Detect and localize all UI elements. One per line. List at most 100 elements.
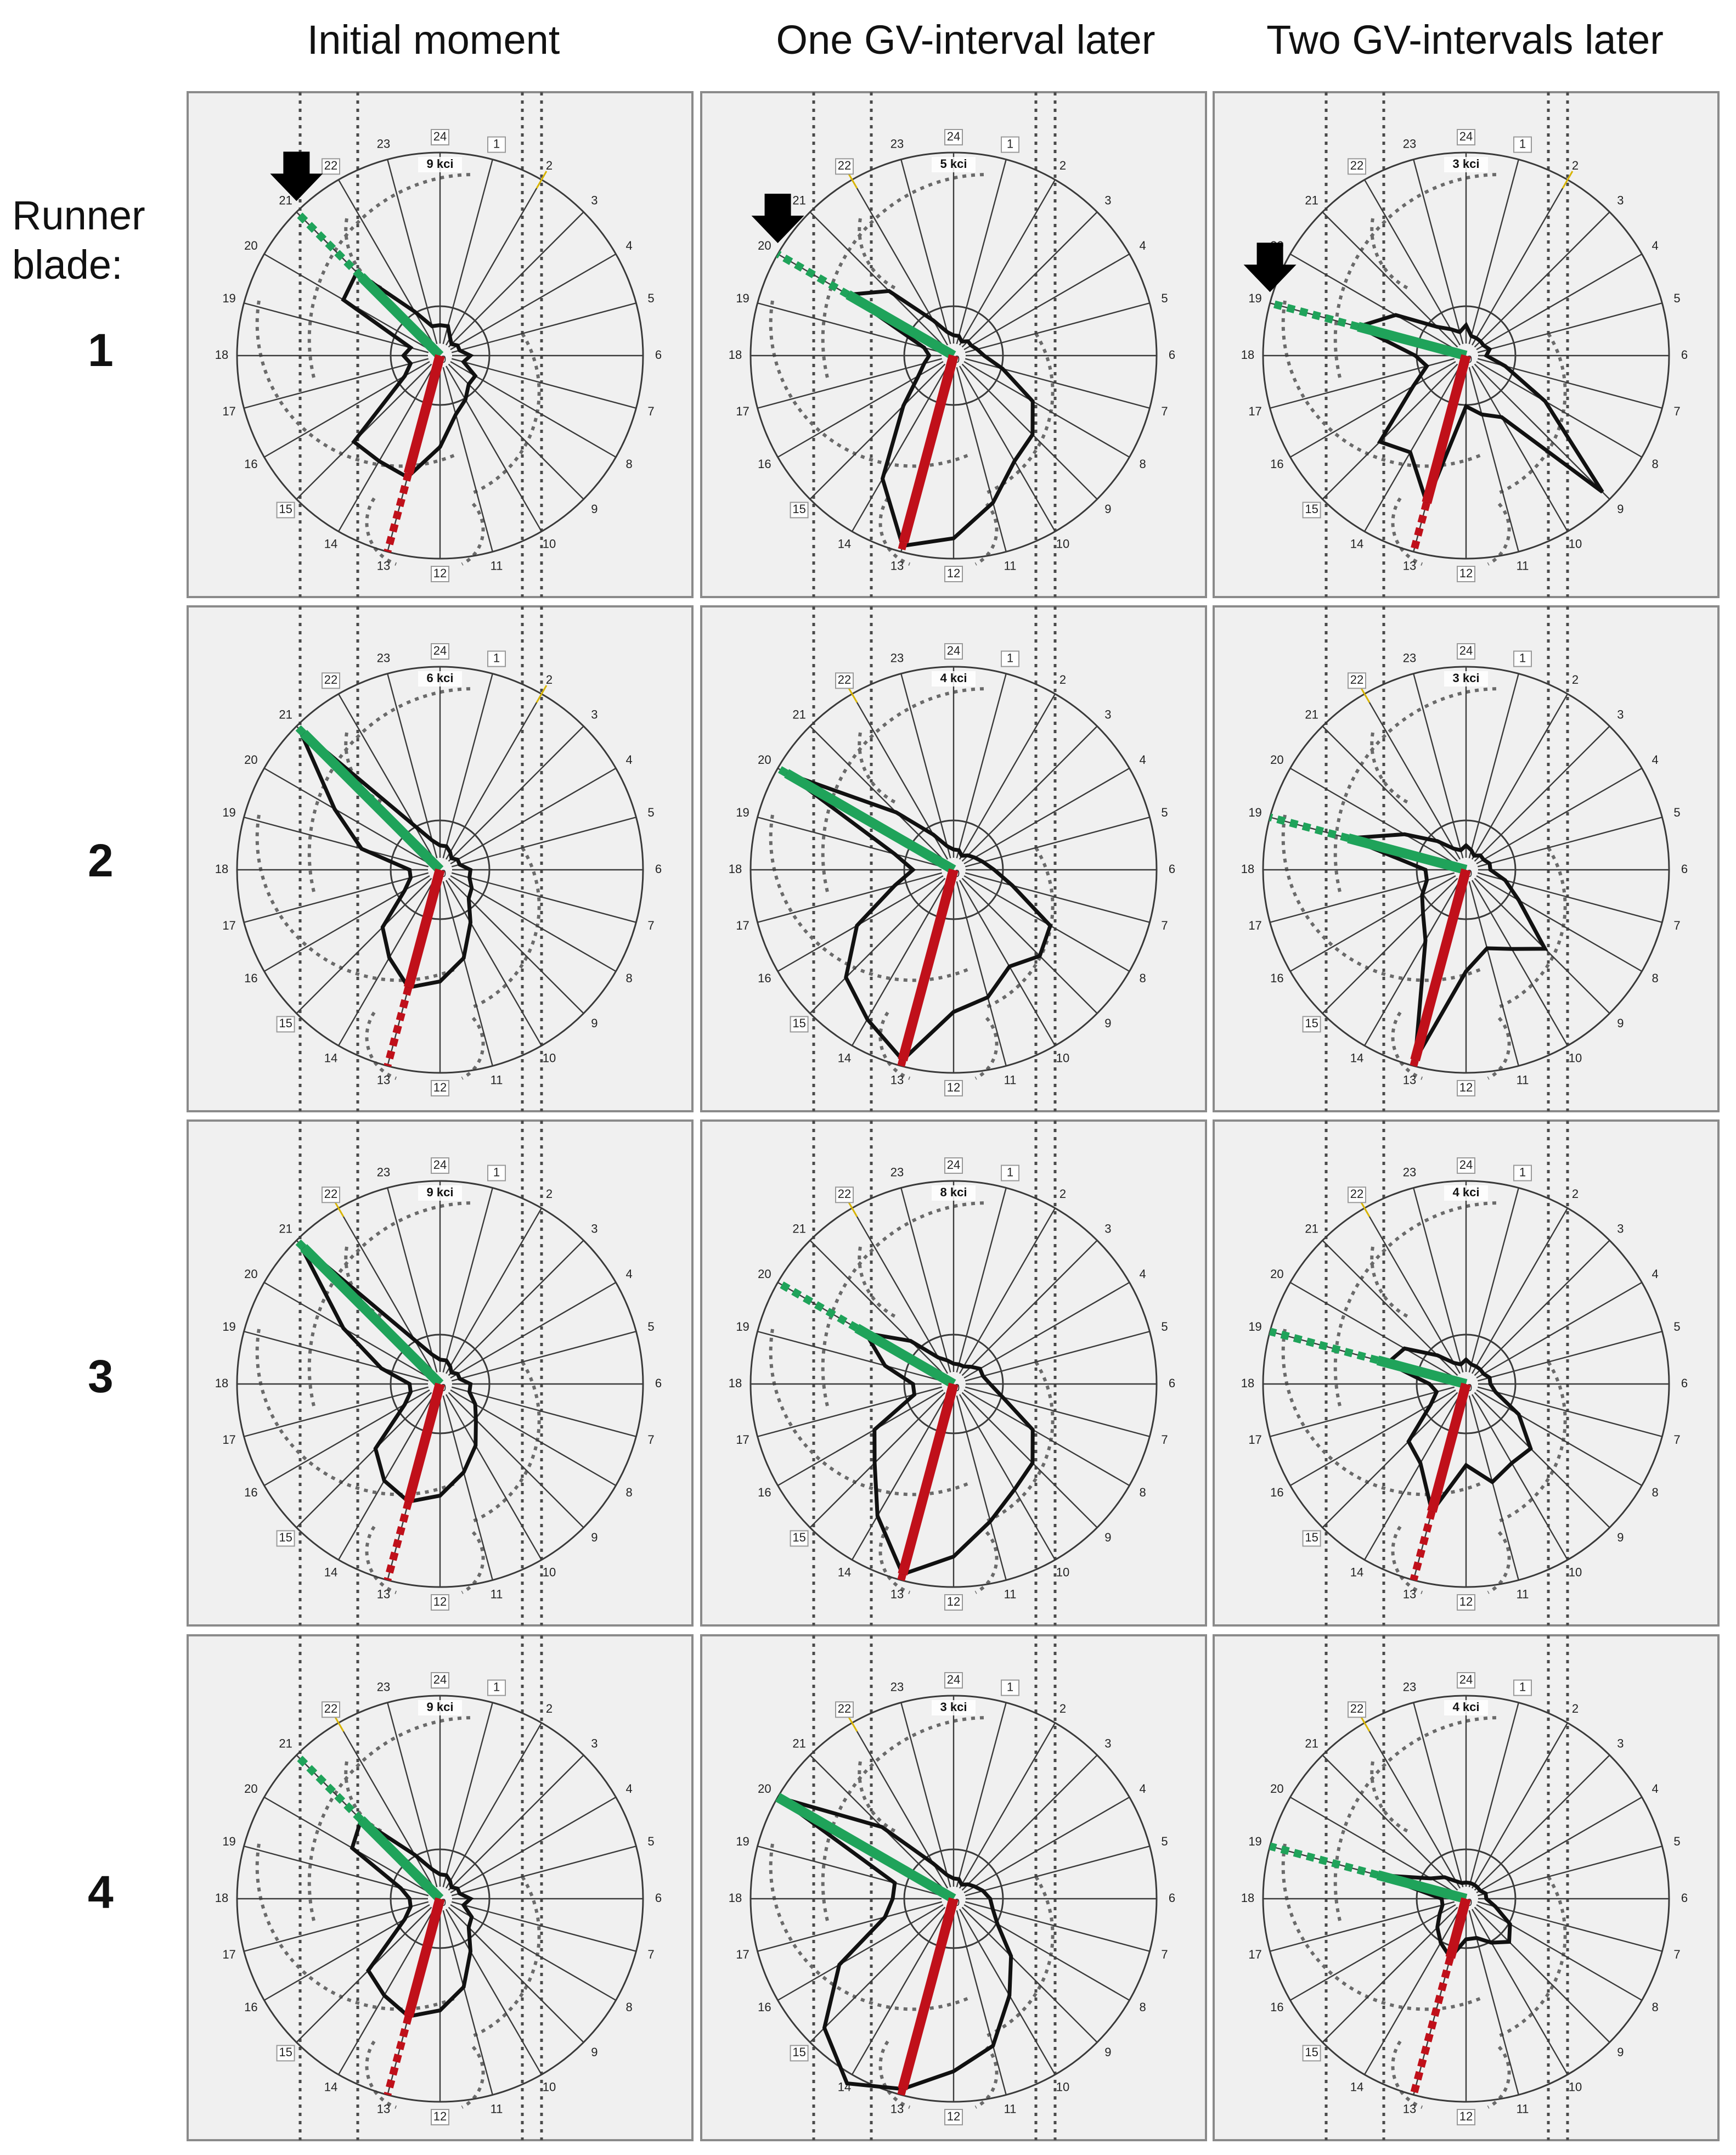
direction-label-3: 3 [591,193,598,207]
label-box [1513,650,1532,667]
direction-label-2: 2 [1059,1702,1066,1715]
dotted-trace-arc [878,497,910,566]
direction-label-5: 5 [647,1835,654,1848]
direction-label-20: 20 [758,1782,771,1796]
direction-label-12: 12 [947,2109,960,2123]
direction-label-16: 16 [1270,2000,1283,2014]
direction-label-3: 3 [591,707,598,721]
label-box [1457,566,1475,582]
direction-label-21: 21 [792,707,805,721]
kci-label: 6 kci [427,671,454,685]
direction-label-4: 4 [1652,753,1659,767]
direction-label-6: 6 [1681,1891,1688,1905]
dotted-trace-arc [821,1201,987,1406]
direction-label-13: 13 [890,1587,904,1601]
direction-label-21: 21 [1305,1222,1318,1235]
red-vector-dashed [384,986,413,1067]
direction-label-23: 23 [890,1680,904,1693]
spoke-11 [956,881,1007,1066]
green-vector [854,1324,956,1388]
direction-label-21: 21 [279,1736,292,1750]
label-box [1457,1672,1475,1689]
red-vector-dashed [1410,1956,1455,2096]
spoke-8 [1476,1904,1643,2001]
red-vector-dashed [1410,1510,1436,1582]
spoke-10 [1471,880,1569,1046]
spoke-23 [1413,1188,1464,1373]
direction-label-7: 7 [1161,919,1168,932]
spoke-20 [1289,1281,1456,1379]
radar-panel-r1-c3: 1234567891011121314151617181920212223240… [1213,91,1720,598]
kci-label-bg [932,1185,976,1201]
spoke-8 [450,1904,617,2001]
label-box [1348,672,1366,689]
spoke-19 [244,302,429,353]
radar-panel-r4-c1: 1234567891011121314151617181920212223240… [187,1634,694,2141]
spoke-22 [337,693,435,860]
direction-label-18: 18 [729,1376,742,1390]
spoke-11 [1468,367,1519,552]
spoke-3 [961,1754,1098,1891]
spoke-19 [757,817,943,868]
spoke-5 [1477,1845,1662,1897]
direction-label-11: 11 [1517,1587,1529,1601]
spoke-5 [1477,1331,1662,1382]
spoke-3 [961,1240,1098,1376]
label-box [1457,129,1475,145]
spoke-11 [442,1910,493,2095]
direction-label-9: 9 [591,502,598,516]
direction-label-13: 13 [1403,559,1416,572]
direction-label-1: 1 [1007,651,1013,665]
direction-label-1: 1 [1519,1680,1526,1693]
direction-label-1: 1 [1519,137,1526,150]
direction-label-22: 22 [838,159,851,172]
direction-label-6: 6 [1169,1376,1175,1390]
dotted-trace-arc [1487,1531,1511,1594]
green-vector-dashed [294,209,364,280]
dotted-trace-arc [344,732,386,806]
direction-label-4: 4 [626,1782,633,1796]
spoke-8 [450,361,617,458]
direction-label-11: 11 [491,559,503,572]
direction-label-19: 19 [222,806,235,819]
direction-label-10: 10 [543,2080,556,2094]
direction-label-24: 24 [947,130,960,143]
spoke-5 [1477,817,1662,868]
label-box [835,158,854,175]
direction-label-7: 7 [1161,1948,1168,1961]
direction-label-23: 23 [377,137,390,150]
dotted-trace-arc [255,300,458,468]
spoke-23 [387,673,438,859]
direction-label-21: 21 [279,193,292,207]
direction-label-8: 8 [1652,971,1659,985]
dotted-trace-arc [344,1246,386,1320]
red-vector-dashed [1410,502,1430,553]
direction-label-2: 2 [1572,1702,1579,1715]
spoke-17 [1270,872,1455,923]
direction-label-22: 22 [838,1187,851,1201]
direction-label-10: 10 [1569,537,1582,550]
direction-label-15: 15 [792,1531,805,1544]
spoke-16 [777,1389,944,1487]
direction-label-2: 2 [546,673,553,687]
spoke-2 [1471,179,1569,346]
direction-label-10: 10 [1569,1565,1582,1579]
spoke-4 [450,1281,617,1379]
label-box [322,672,340,689]
spoke-1 [442,159,493,345]
direction-label-13: 13 [1403,1587,1416,1601]
red-vector [1445,1897,1471,1959]
direction-label-6: 6 [655,1891,662,1905]
dotted-trace-arc [344,218,386,291]
spoke-10 [959,365,1056,532]
direction-label-4: 4 [1652,1267,1659,1281]
spoke-23 [900,159,951,345]
spoke-22 [851,1207,949,1374]
kci-label-bg [1444,671,1488,687]
spoke-9 [961,1906,1098,2043]
label-box [790,2045,809,2062]
direction-label-11: 11 [491,1587,503,1601]
dotted-trace-arc [878,1526,910,1594]
direction-label-10: 10 [1569,1051,1582,1065]
direction-label-5: 5 [647,806,654,819]
